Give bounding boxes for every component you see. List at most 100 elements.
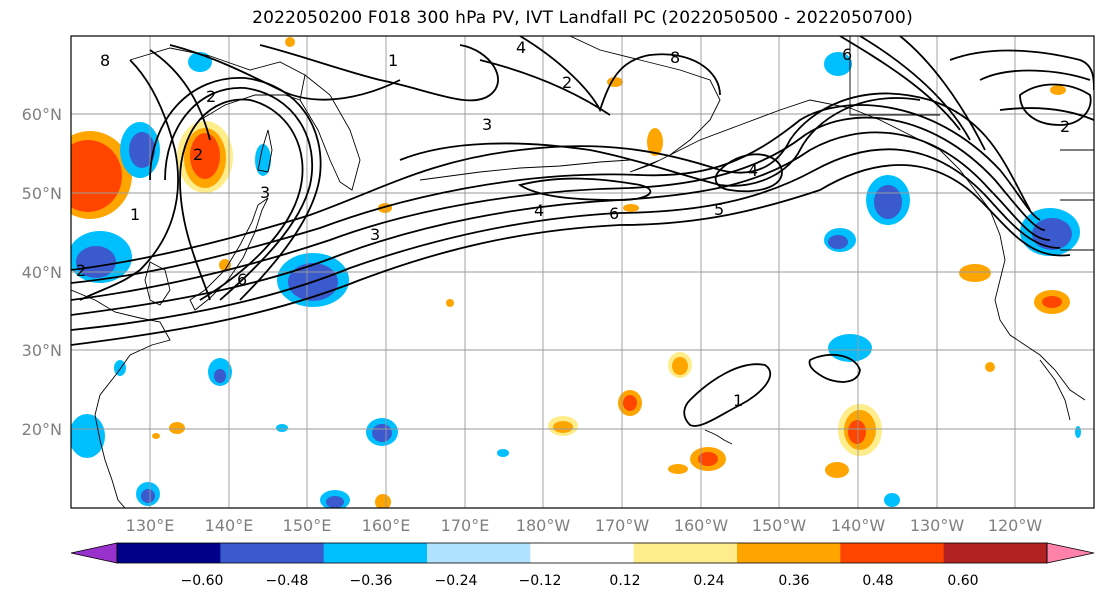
- contour-label: 3: [370, 225, 380, 244]
- coast-siberia: [129, 47, 306, 76]
- shade-blob-positive: [71, 131, 132, 219]
- contour: [79, 59, 179, 301]
- contour-label: 4: [748, 161, 758, 180]
- contour: [859, 36, 971, 141]
- contour-label: 3: [482, 115, 492, 134]
- contour: [979, 69, 1091, 81]
- contour: [259, 44, 499, 102]
- colorbar: −0.60 −0.48 −0.36 −0.24 −0.12 0.12 0.24 …: [70, 542, 1095, 589]
- contour-label: 6: [237, 270, 247, 289]
- contour: [169, 44, 401, 101]
- contour-lines: [71, 36, 1094, 427]
- lon-label: 130°W: [910, 516, 965, 535]
- contour-label: 5: [714, 200, 724, 219]
- shade-blob-negative: [71, 52, 1081, 508]
- coastlines: [71, 36, 1094, 508]
- colorbar-cell: [220, 543, 325, 563]
- lon-label: 120°W: [988, 516, 1043, 535]
- lon-label: 140°W: [831, 516, 886, 535]
- colorbar-extend-low: [70, 542, 118, 564]
- contour-label-group: 2 3 4 5 6 8 1 2 3 4 6 4 1 6 2 2 8 2 3 1: [76, 38, 1070, 410]
- coast-japan: [189, 197, 269, 311]
- contour: [519, 36, 721, 113]
- colorbar-tick-label: −0.36: [350, 573, 393, 589]
- contour-label: 2: [76, 261, 86, 280]
- lon-label: 150°E: [283, 516, 332, 535]
- lon-label: 160°W: [674, 516, 729, 535]
- lat-label: 20°N: [22, 420, 62, 439]
- latitude-labels: 60°N 50°N 40°N 30°N 20°N: [22, 105, 62, 439]
- shade-blob-negative: [277, 253, 349, 307]
- colorbar-cell: [427, 543, 531, 563]
- contour-label: 2: [1060, 117, 1070, 136]
- contour: [179, 98, 304, 301]
- contour-label: 6: [842, 45, 852, 64]
- contour: [1019, 83, 1092, 126]
- contour-label: 8: [670, 48, 680, 67]
- colorbar-tick-label: −0.48: [266, 573, 309, 589]
- contour: [71, 148, 1061, 331]
- contour-label: 2: [193, 145, 203, 164]
- coast-hawaii: [704, 429, 733, 445]
- lon-label: 130°E: [126, 516, 175, 535]
- contour: [839, 36, 961, 131]
- colorbar-cell: [943, 543, 1048, 563]
- contour: [71, 164, 1071, 346]
- map-title: 2022050200 F018 300 hPa PV, IVT Landfall…: [252, 8, 913, 28]
- shade-blob-negative: [71, 231, 132, 283]
- contour: [808, 353, 861, 383]
- colorbar-cell: [323, 543, 428, 563]
- colorbar-tick-label: 0.60: [947, 573, 978, 589]
- lat-label: 50°N: [22, 184, 62, 203]
- contour: [683, 363, 772, 427]
- colorbar-tick-label: −0.12: [519, 573, 562, 589]
- colorbar-tick-label: −0.60: [181, 573, 224, 589]
- lon-label: 150°W: [752, 516, 807, 535]
- contour: [71, 131, 1051, 316]
- map-frame: [70, 35, 1095, 509]
- colorbar-extend-high: [1046, 542, 1095, 564]
- coast-baja: [1039, 359, 1071, 421]
- contour: [517, 177, 652, 201]
- contour: [71, 92, 1031, 271]
- colorbar-tick-label: 0.36: [778, 573, 809, 589]
- contour: [71, 116, 1046, 301]
- contour-label: 8: [100, 51, 110, 70]
- contour-label: 2: [206, 87, 216, 106]
- lat-label: 60°N: [22, 105, 62, 124]
- contour-label: 4: [534, 201, 544, 220]
- contour: [149, 49, 211, 141]
- colorbar-cell: [117, 543, 221, 563]
- lon-label: 140°E: [205, 516, 254, 535]
- contour-label: 1: [388, 51, 398, 70]
- colorbar-cell: [840, 543, 945, 563]
- lon-label: 160°E: [362, 516, 411, 535]
- coast-kamchatka: [299, 74, 361, 191]
- contour-label: 1: [733, 391, 743, 410]
- coast-sakhalin: [257, 129, 273, 173]
- lon-label: 170°W: [595, 516, 650, 535]
- contour: [399, 97, 921, 187]
- colorbar-ticks: −0.60 −0.48 −0.36 −0.24 −0.12 0.12 0.24 …: [181, 573, 979, 589]
- contour: [999, 107, 1094, 121]
- lon-label: 170°E: [441, 516, 490, 535]
- colorbar-tick-label: 0.24: [693, 573, 724, 589]
- shade-blob-positive: [152, 37, 1070, 508]
- colorbar-cell: [633, 543, 738, 563]
- contour: [949, 49, 1094, 91]
- borders: [849, 36, 1094, 290]
- contour: [149, 77, 322, 301]
- contour: [164, 87, 314, 301]
- coast-korea: [144, 261, 171, 306]
- contour: [714, 153, 783, 193]
- contour: [899, 36, 986, 151]
- colorbar-cell: [530, 543, 635, 563]
- map-plot-area: 2 3 4 5 6 8 1 2 3 4 6 4 1 6 2 2 8 2 3 1: [71, 36, 1094, 508]
- contour-label: 4: [516, 38, 526, 57]
- colorbar-tick-label: −0.24: [435, 573, 478, 589]
- colorbar-frame: [116, 542, 1048, 564]
- colorbar-cell: [737, 543, 841, 563]
- lat-label: 30°N: [22, 341, 62, 360]
- contour: [479, 59, 611, 116]
